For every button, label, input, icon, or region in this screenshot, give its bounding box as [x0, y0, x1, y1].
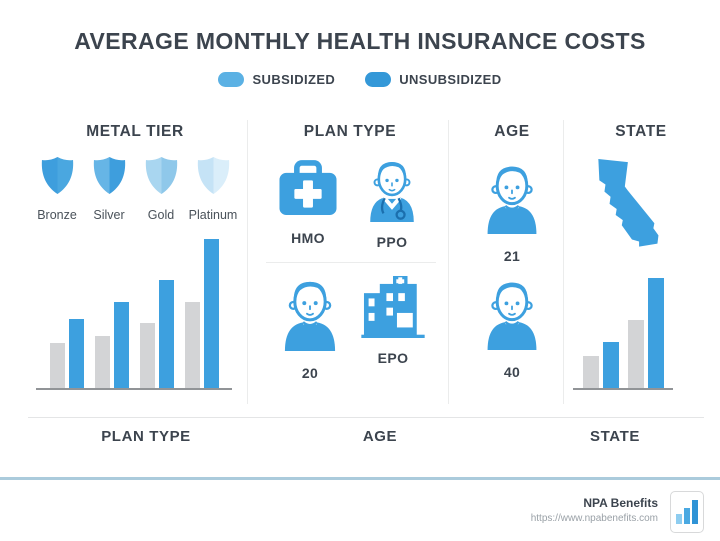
bottom-label-state: STATE — [590, 428, 640, 445]
metal-tier-label: Platinum — [188, 208, 238, 222]
plan-type-header: PLAN TYPE — [303, 123, 397, 140]
person-icon — [475, 158, 549, 241]
metal-tier-label: Bronze — [37, 208, 77, 222]
subsidized-bar — [139, 323, 155, 388]
unsubsidized-bar — [113, 302, 129, 388]
person-icon — [475, 274, 549, 357]
age-header: AGE — [494, 123, 530, 140]
metal-tier-label: Silver — [93, 208, 125, 222]
unsubsidized-bar — [158, 280, 174, 388]
epo-item: EPO — [356, 276, 430, 366]
page-title: AVERAGE MONTHLY HEALTH INSURANCE COSTS — [74, 28, 646, 54]
bar-pair — [627, 278, 664, 388]
hmo-label: HMO — [291, 230, 325, 246]
metal-tier-item: Silver — [84, 154, 134, 222]
legend-item: SUBSIDIZED — [218, 72, 335, 87]
hmo-item: HMO — [274, 160, 342, 246]
metal-tier-label: Gold — [147, 208, 175, 222]
shield-icon — [39, 154, 76, 202]
bottom-label-age: AGE — [362, 428, 398, 445]
legend-label: SUBSIDIZED — [252, 72, 336, 87]
legend-label: UNSUBSIDIZED — [399, 72, 502, 87]
state-bar-chart — [573, 270, 673, 390]
california-map-icon — [591, 158, 677, 271]
footer-divider-line — [0, 477, 720, 480]
legend: SUBSIDIZED UNSUBSIDIZED — [0, 72, 720, 87]
unsubsidized-bar — [203, 239, 219, 388]
age-20-item: 20 — [272, 273, 348, 381]
bar-chart-icon — [670, 491, 704, 533]
shield-icon — [143, 154, 180, 202]
bar-pair — [184, 239, 219, 388]
metal-tier-item: Platinum — [188, 154, 238, 222]
column-divider — [247, 120, 248, 404]
column-divider — [563, 120, 564, 404]
metal-tier-item: Bronze — [32, 154, 82, 222]
subsidized-bar — [49, 343, 65, 388]
metal-tier-item: Gold — [136, 154, 186, 222]
footer-url: https://www.npabenefits.com — [530, 513, 658, 524]
unsubsidized-bar — [647, 278, 664, 388]
shield-icon — [195, 154, 232, 202]
age-21-item: 21 — [474, 158, 550, 264]
bar-pair — [139, 280, 174, 388]
logo-bar — [676, 514, 682, 524]
epo-label: EPO — [377, 350, 409, 366]
bar-pair — [94, 302, 129, 388]
first-aid-kit-icon — [277, 160, 339, 223]
age-21-label: 21 — [503, 248, 521, 264]
subsidized-bar — [627, 320, 644, 388]
age-40-label: 40 — [503, 364, 521, 380]
age-20-label: 20 — [301, 365, 319, 381]
ppo-label: PPO — [376, 234, 408, 250]
logo-bar — [684, 508, 690, 524]
subsidized-bar — [582, 356, 599, 388]
bottom-label-plan-type: PLAN TYPE — [101, 428, 191, 445]
legend-swatch-pill — [218, 72, 245, 87]
unsubsidized-bar — [602, 342, 619, 388]
bar-pair — [49, 319, 84, 388]
footer: NPA Benefits https://www.npabenefits.com — [531, 496, 658, 524]
column-divider — [448, 120, 449, 404]
divider-line — [28, 417, 704, 418]
metal-tier-header: METAL TIER — [86, 123, 184, 140]
row-divider — [266, 262, 436, 263]
shield-row: Bronze Silver Gold Platinum — [32, 154, 238, 222]
hospital-building-icon — [360, 276, 426, 343]
ppo-item: PPO — [358, 156, 426, 250]
logo-bar — [692, 500, 698, 524]
metal-tier-bar-chart — [36, 230, 232, 390]
doctor-icon — [359, 156, 425, 227]
legend-swatch-pill — [365, 72, 392, 87]
state-header: STATE — [615, 123, 667, 140]
person-icon — [272, 273, 348, 358]
subsidized-bar — [184, 302, 200, 388]
footer-brand: NPA Benefits — [583, 496, 658, 510]
legend-item: UNSUBSIDIZED — [365, 72, 501, 87]
shield-icon — [91, 154, 128, 202]
age-40-item: 40 — [474, 274, 550, 380]
bar-pair — [582, 342, 619, 388]
subsidized-bar — [94, 336, 110, 388]
unsubsidized-bar — [68, 319, 84, 388]
